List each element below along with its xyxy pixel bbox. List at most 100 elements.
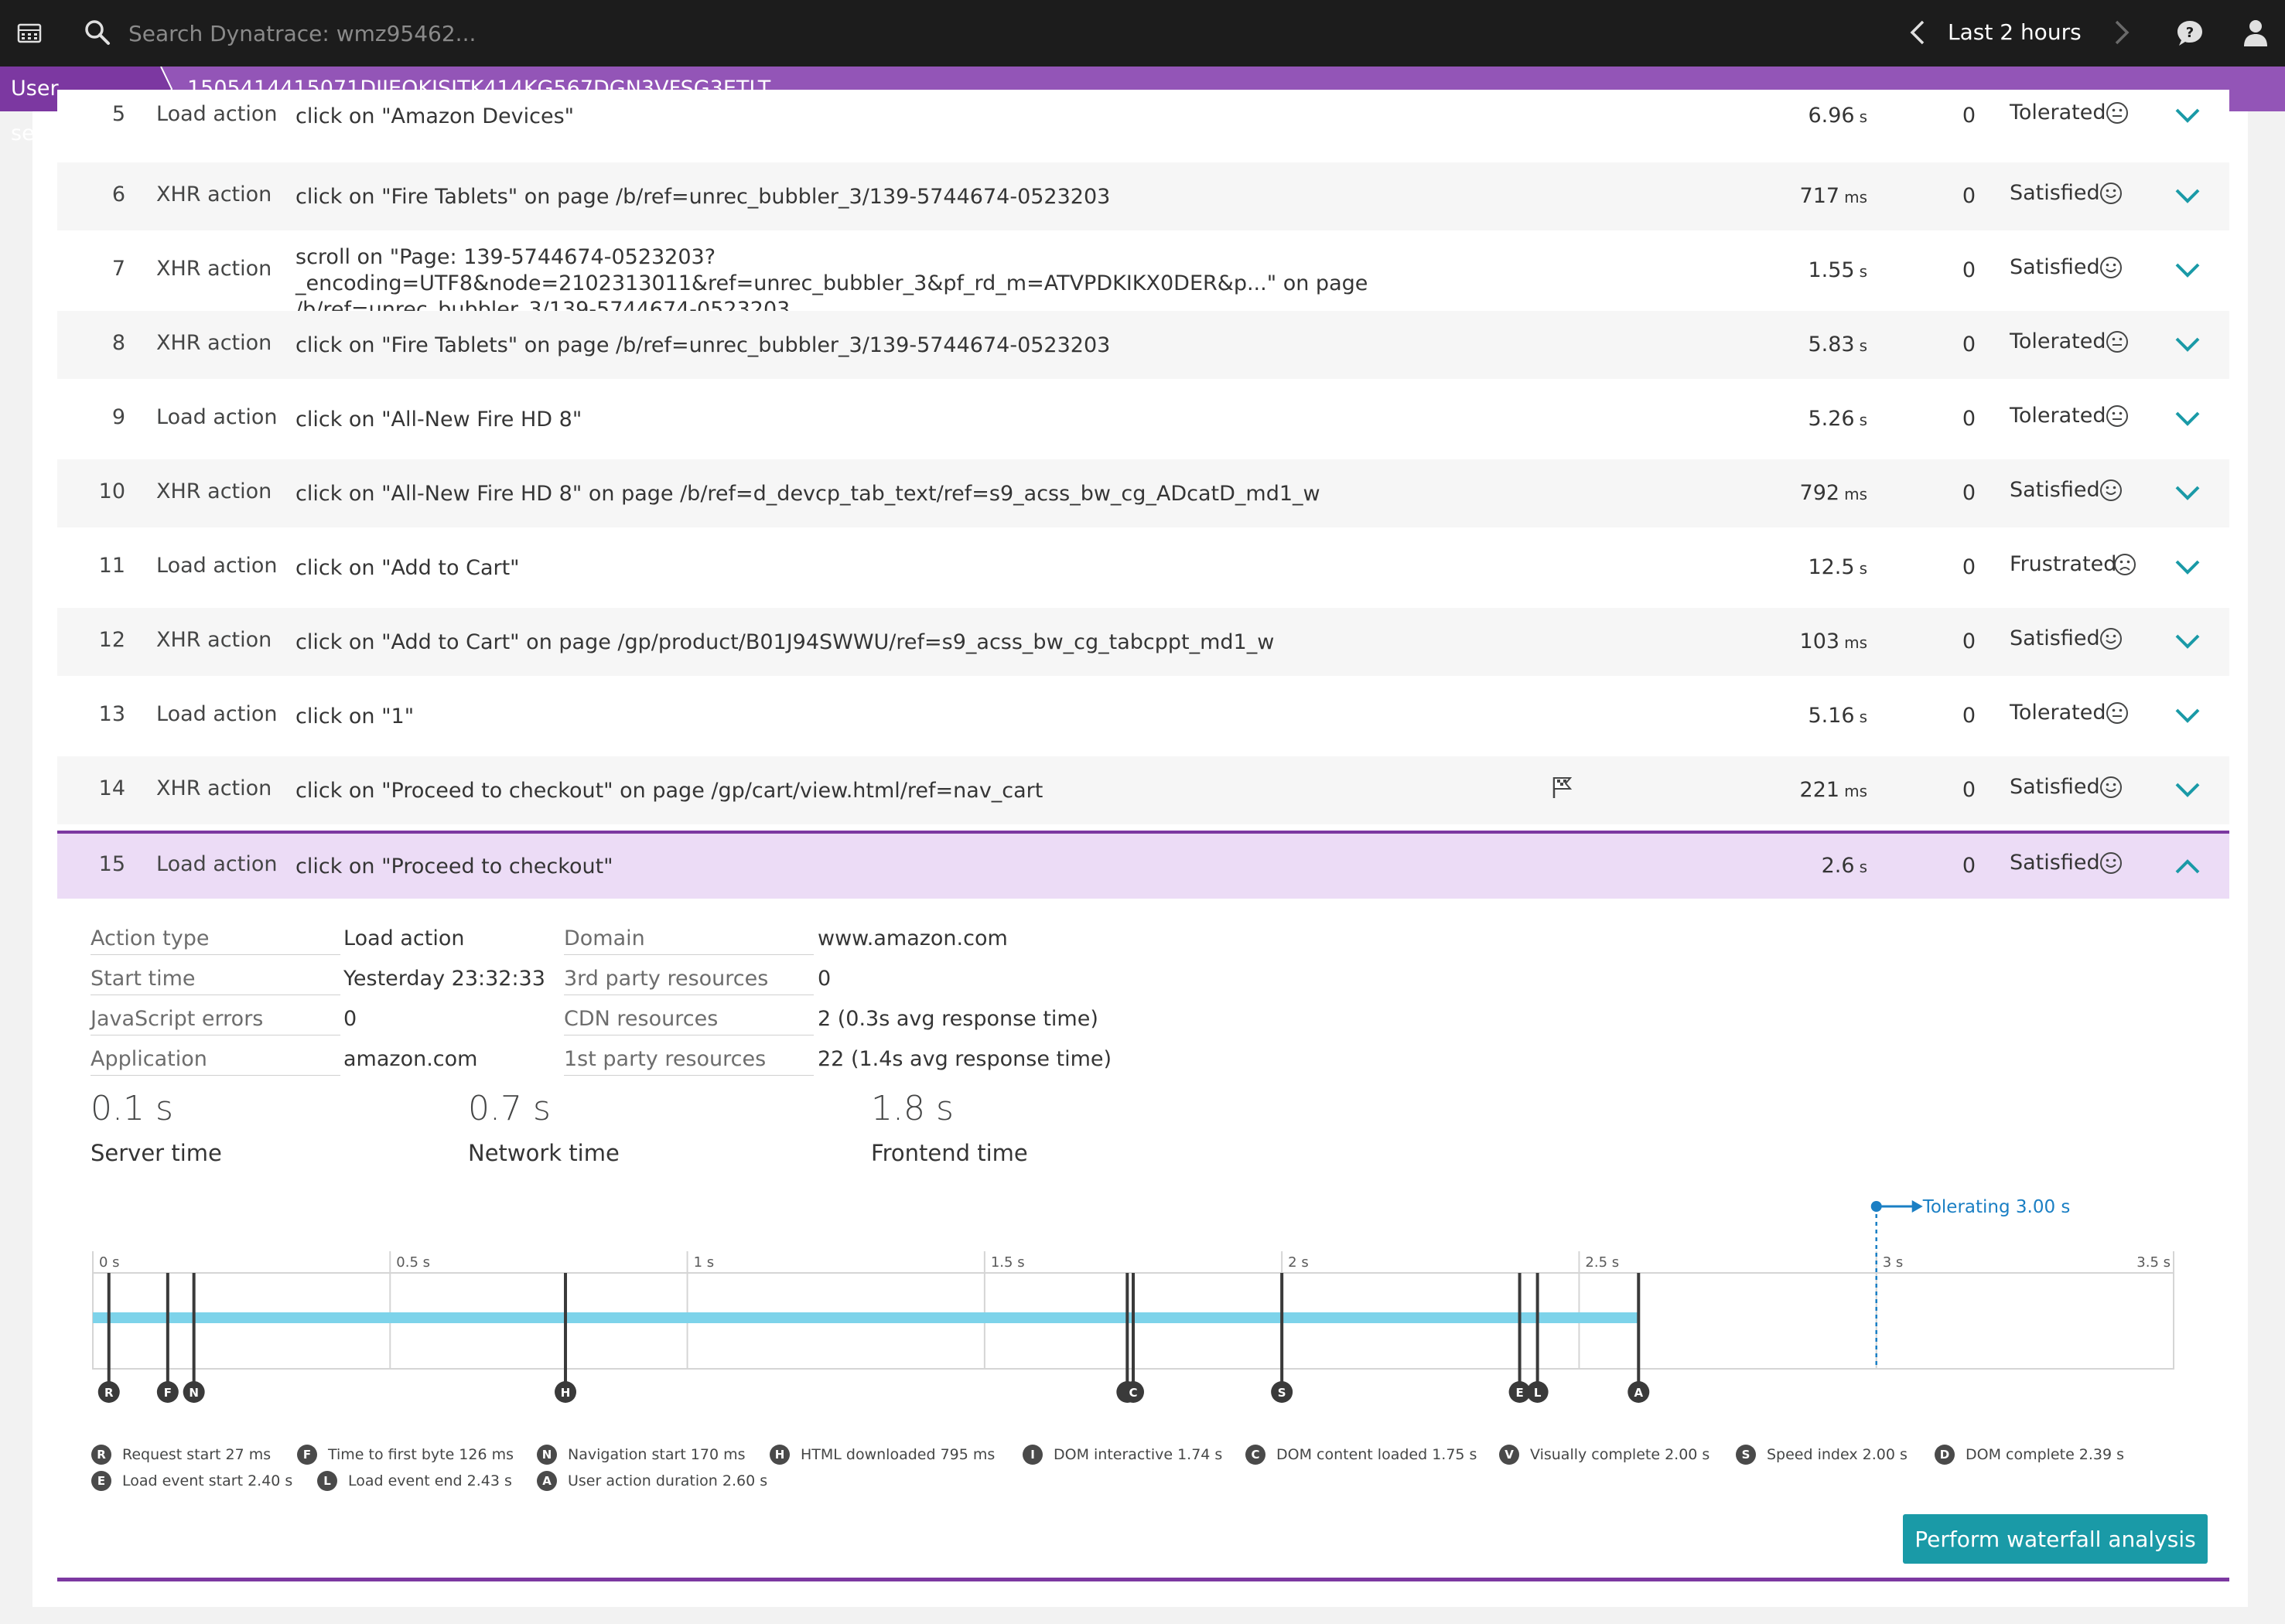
detail-label: 3rd party resources <box>564 967 769 991</box>
table-row[interactable]: 9 Load action click on "All-New Fire HD 8"… <box>57 385 2229 453</box>
legend-text: Visually complete 2.00 s <box>1530 1446 1710 1463</box>
action-number: 11 <box>98 554 125 578</box>
legend-item: E Load event start 2.40 s <box>91 1471 292 1491</box>
table-row[interactable]: 7 XHR action scroll on "Page: 139-5744674-… <box>57 237 2229 322</box>
table-row[interactable]: 5 Load action click on "Amazon Devices" 6.9… <box>57 90 2229 142</box>
legend-item: A User action duration 2.60 s <box>537 1471 767 1491</box>
detail-leader-line <box>91 954 340 955</box>
action-name: click on "Fire Tablets" on page /b/ref=u… <box>295 333 1111 357</box>
action-name: click on "All-New Fire HD 8" <box>295 408 582 432</box>
chevron-down-icon[interactable] <box>2174 261 2201 280</box>
perform-waterfall-analysis-button[interactable]: Perform waterfall analysis <box>1903 1514 2208 1564</box>
marker-key: F <box>164 1386 172 1400</box>
chevron-down-icon[interactable] <box>2174 558 2201 577</box>
action-timeline-chart: 0 s0.5 s1 s1.5 s2 s2.5 s3 s3.5 sRFNHICSE… <box>92 1197 2174 1403</box>
smile-face-icon <box>2100 257 2122 278</box>
chevron-up-icon[interactable] <box>2174 857 2201 875</box>
duration-value: 12.5 <box>1808 555 1855 579</box>
legend-item: V Visually complete 2.00 s <box>1499 1445 1709 1465</box>
detail-value: 0 <box>343 1007 357 1031</box>
table-row[interactable]: 6 XHR action click on "Fire Tablets" on pa… <box>57 162 2229 230</box>
help-icon[interactable]: ? <box>2175 19 2205 48</box>
table-row[interactable]: 13 Load action click on "1" 5.16 s 0 Tolerated <box>57 682 2229 750</box>
legend-key-badge: N <box>537 1445 557 1465</box>
apdex-rating: Tolerated <box>2010 404 2106 428</box>
menu-icon[interactable] <box>17 22 42 45</box>
table-row[interactable]: 12 XHR action click on "Add to Cart" on pa… <box>57 608 2229 676</box>
legend-key-badge: R <box>91 1445 111 1465</box>
legend-key-badge: H <box>770 1445 790 1465</box>
tick-label: 0 s <box>99 1254 120 1271</box>
timeframe-selector[interactable]: Last 2 hours <box>1948 19 2082 45</box>
detail-value: 0 <box>818 967 832 991</box>
duration-unit: ms <box>1844 188 1867 206</box>
marker-badge: H <box>555 1381 577 1403</box>
action-name: click on "Add to Cart" on page /gp/produ… <box>295 630 1275 654</box>
action-errors: 0 <box>1962 407 1976 431</box>
action-number: 7 <box>111 257 125 281</box>
apdex-rating: Tolerated <box>2010 101 2106 125</box>
action-type: XHR action <box>156 331 272 355</box>
action-number: 5 <box>111 102 125 126</box>
action-type: XHR action <box>156 776 272 800</box>
chevron-down-icon[interactable] <box>2174 781 2201 800</box>
table-row[interactable]: 11 Load action click on "Add to Cart" 12.5 s… <box>57 534 2229 602</box>
table-row[interactable]: 10 XHR action click on "All-New Fire HD 8"… <box>57 459 2229 527</box>
chevron-down-icon[interactable] <box>2174 484 2201 503</box>
search-input[interactable] <box>128 14 825 53</box>
chevron-down-icon[interactable] <box>2174 107 2201 125</box>
chevron-down-icon[interactable] <box>2174 707 2201 725</box>
detail-value: 22 (1.4s avg response time) <box>818 1047 1112 1071</box>
action-duration: 2.6 s <box>1682 854 1867 878</box>
duration-value: 5.16 <box>1808 704 1855 728</box>
legend-item: D DOM complete 2.39 s <box>1935 1445 2124 1465</box>
marker-badge: R <box>97 1381 120 1403</box>
chevron-down-icon[interactable] <box>2174 410 2201 428</box>
smile-face-icon <box>2100 479 2122 501</box>
action-duration: 103 ms <box>1682 629 1867 653</box>
action-duration: 5.26 s <box>1682 407 1867 431</box>
metric-label: Network time <box>468 1140 620 1166</box>
duration-unit: s <box>1859 858 1867 876</box>
search-icon[interactable] <box>84 19 111 46</box>
chevron-down-icon[interactable] <box>2174 633 2201 651</box>
chevron-down-icon[interactable] <box>2174 187 2201 206</box>
table-row[interactable]: 8 XHR action click on "Fire Tablets" on pa… <box>57 311 2229 379</box>
legend-text: DOM interactive 1.74 s <box>1054 1446 1223 1463</box>
expanded-row-bottom-border <box>57 1578 2229 1581</box>
action-name: click on "Amazon Devices" <box>295 104 575 128</box>
detail-label: Application <box>91 1047 207 1071</box>
action-errors: 0 <box>1962 258 1976 282</box>
svg-text:?: ? <box>2186 25 2194 41</box>
tolerating-label: Tolerating 3.00 s <box>1922 1197 2071 1217</box>
action-number: 12 <box>98 628 125 652</box>
user-icon[interactable] <box>2240 17 2271 48</box>
detail-value: amazon.com <box>343 1047 478 1071</box>
legend-text: Load event end 2.43 s <box>348 1472 512 1489</box>
table-row[interactable]: 14 XHR action click on "Proceed to checkou… <box>57 756 2229 824</box>
marker-badge: C <box>1122 1381 1144 1403</box>
action-name: click on "Fire Tablets" on page /b/ref=u… <box>295 185 1111 209</box>
chevron-down-icon[interactable] <box>2174 336 2201 354</box>
table-row[interactable]: 15 Load action click on "Proceed to checko… <box>57 831 2229 899</box>
apdex-rating: Tolerated <box>2010 329 2106 353</box>
action-errors: 0 <box>1962 704 1976 728</box>
action-number: 9 <box>111 405 125 429</box>
action-number: 6 <box>111 183 125 206</box>
action-errors: 0 <box>1962 184 1976 208</box>
action-duration: 792 ms <box>1682 481 1867 505</box>
apdex-rating: Satisfied <box>2010 181 2100 205</box>
action-type: XHR action <box>156 628 272 652</box>
chevron-left-icon[interactable] <box>1904 15 1931 49</box>
neutral-face-icon <box>2106 331 2128 353</box>
duration-unit: ms <box>1844 485 1867 503</box>
marker-badge: A <box>1628 1381 1650 1403</box>
duration-value: 717 <box>1799 184 1840 208</box>
action-type: Load action <box>156 405 278 429</box>
action-duration: 5.83 s <box>1682 333 1867 357</box>
chevron-right-icon[interactable] <box>2109 15 2135 49</box>
action-type: XHR action <box>156 479 272 503</box>
action-number: 15 <box>98 852 125 876</box>
duration-value: 5.83 <box>1808 333 1855 357</box>
legend-item: R Request start 27 ms <box>91 1445 271 1465</box>
